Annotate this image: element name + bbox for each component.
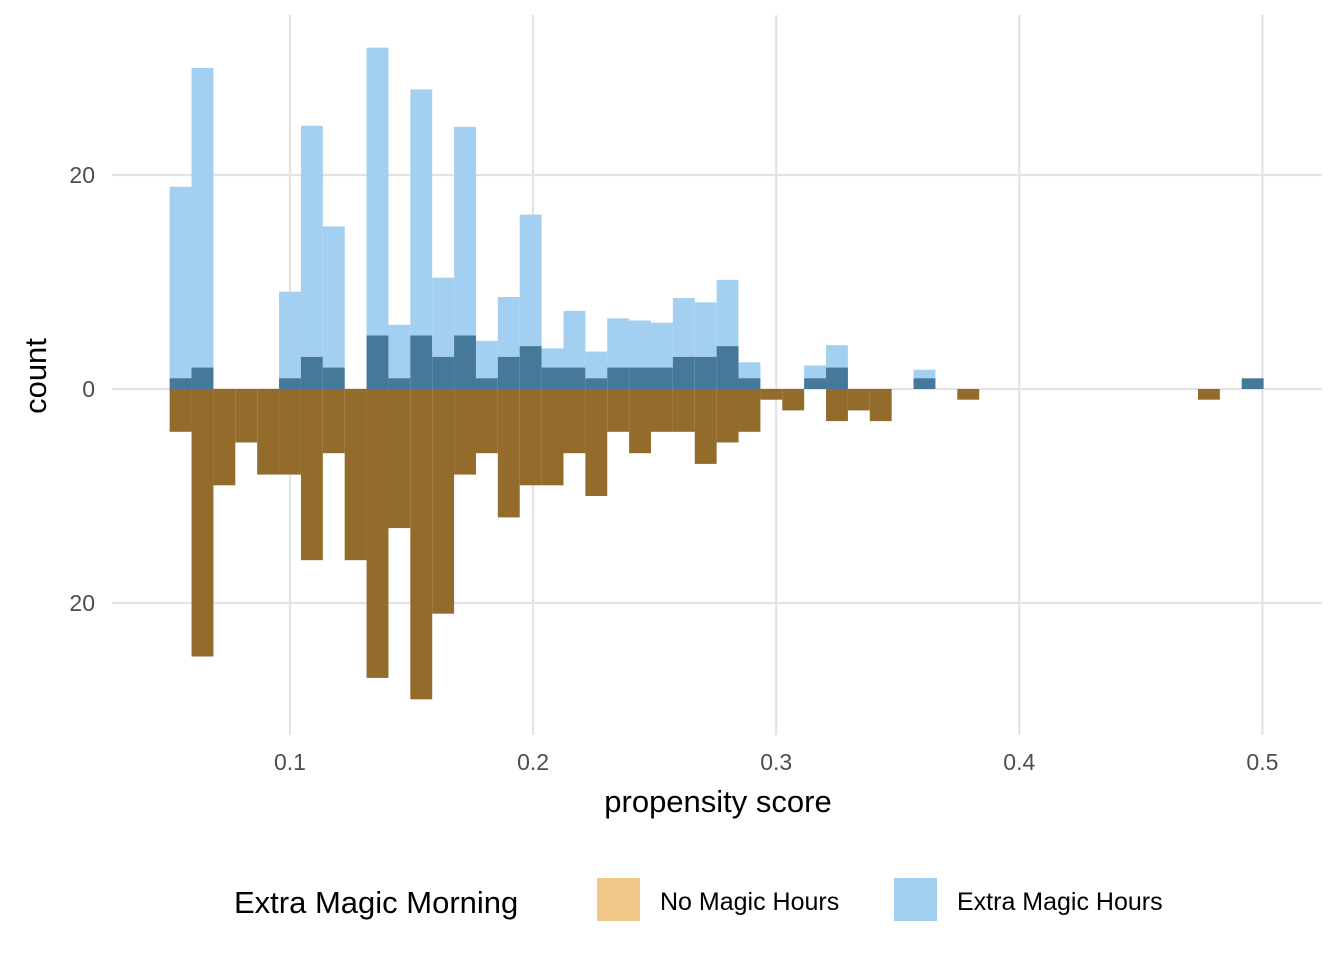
bar-extra-magic-hours <box>410 335 433 389</box>
bar-no-magic-hours <box>563 389 586 454</box>
bar-no-magic-hours <box>585 389 608 496</box>
bar-no-magic-hours <box>760 389 783 400</box>
bar-extra-magic-hours <box>519 346 542 389</box>
bar-extra-magic-hours <box>169 378 192 389</box>
bar-no-magic-hours <box>279 389 301 475</box>
y-tick-label: 0 <box>82 376 95 402</box>
bar-extra-magic-hours <box>279 378 301 389</box>
bar-no-magic-hours <box>410 389 433 700</box>
bar-no-magic-hours <box>716 389 739 443</box>
y-tick-label: 20 <box>69 162 95 188</box>
bar-extra-magic-hours <box>322 367 345 389</box>
bar-no-magic-hours <box>344 389 367 561</box>
bar-extra-magic-hours <box>563 367 586 389</box>
bar-weighted-extra-magic-hours <box>388 324 411 389</box>
legend-title: Extra Magic Morning <box>234 885 518 920</box>
bar-no-magic-hours <box>1197 389 1220 400</box>
legend: Extra Magic Morning No Magic Hours Extra… <box>234 878 1163 921</box>
x-tick-label: 0.4 <box>1003 749 1035 775</box>
bar-no-magic-hours <box>322 389 345 454</box>
bar-weighted-extra-magic-hours <box>454 126 476 389</box>
bar-weighted-extra-magic-hours <box>169 186 192 389</box>
bar-no-magic-hours <box>169 389 192 432</box>
y-axis-title: count <box>18 338 53 414</box>
bar-extra-magic-hours <box>497 356 520 389</box>
bar-extra-magic-hours <box>1241 378 1264 389</box>
bar-extra-magic-hours <box>432 356 455 389</box>
bar-weighted-extra-magic-hours <box>322 226 345 389</box>
x-tick-label: 0.1 <box>274 749 306 775</box>
bar-extra-magic-hours <box>913 378 936 389</box>
bar-weighted-extra-magic-hours <box>279 291 301 389</box>
x-tick-label: 0.2 <box>517 749 549 775</box>
bar-no-magic-hours <box>388 389 411 529</box>
x-tick-label: 0.3 <box>760 749 792 775</box>
bar-extra-magic-hours <box>672 356 695 389</box>
legend-swatch-no-magic-hours <box>597 878 640 921</box>
bar-extra-magic-hours <box>804 378 827 389</box>
legend-label-extra-magic-hours: Extra Magic Hours <box>957 888 1163 916</box>
bar-extra-magic-hours <box>366 335 389 389</box>
bar-weighted-extra-magic-hours <box>191 68 214 389</box>
bar-no-magic-hours <box>629 389 652 454</box>
bar-weighted-extra-magic-hours <box>475 340 498 389</box>
bar-no-magic-hours <box>957 389 980 400</box>
legend-swatch-extra-magic-hours <box>894 878 937 921</box>
bar-no-magic-hours <box>651 389 673 432</box>
x-axis-title: propensity score <box>604 784 831 819</box>
bar-extra-magic-hours <box>454 335 476 389</box>
bar-extra-magic-hours <box>300 356 323 389</box>
bar-no-magic-hours <box>366 389 389 678</box>
bar-no-magic-hours <box>672 389 695 432</box>
bar-extra-magic-hours <box>651 367 673 389</box>
axis-ticks: 0.1 0.2 0.3 0.4 0.5 20 0 20 <box>69 162 1278 775</box>
bar-no-magic-hours <box>519 389 542 486</box>
bar-no-magic-hours <box>694 389 717 464</box>
x-tick-label: 0.5 <box>1246 749 1278 775</box>
bar-no-magic-hours <box>257 389 280 475</box>
bar-no-magic-hours <box>738 389 761 432</box>
bar-extra-magic-hours <box>716 346 739 389</box>
bar-no-magic-hours <box>541 389 564 486</box>
histogram-bars <box>169 47 1264 700</box>
bar-extra-magic-hours <box>607 367 630 389</box>
bar-no-magic-hours <box>213 389 236 486</box>
y-tick-label: 20 <box>69 590 95 616</box>
bar-no-magic-hours <box>607 389 630 432</box>
bar-weighted-extra-magic-hours <box>519 214 542 389</box>
bar-no-magic-hours <box>475 389 498 454</box>
bar-extra-magic-hours <box>694 356 717 389</box>
bar-no-magic-hours <box>869 389 892 422</box>
bar-extra-magic-hours <box>388 378 411 389</box>
bar-no-magic-hours <box>782 389 805 411</box>
bar-no-magic-hours <box>497 389 520 518</box>
bar-no-magic-hours <box>826 389 848 422</box>
bar-extra-magic-hours <box>541 367 564 389</box>
bar-no-magic-hours <box>454 389 476 475</box>
legend-label-no-magic-hours: No Magic Hours <box>660 888 839 916</box>
bar-weighted-extra-magic-hours <box>366 47 389 390</box>
bar-extra-magic-hours <box>475 378 498 389</box>
bar-no-magic-hours <box>847 389 870 411</box>
bar-weighted-extra-magic-hours <box>300 125 323 389</box>
bar-extra-magic-hours <box>585 378 608 389</box>
bar-no-magic-hours <box>432 389 455 614</box>
bar-extra-magic-hours <box>629 367 652 389</box>
bar-extra-magic-hours <box>191 367 214 389</box>
bar-extra-magic-hours <box>826 367 848 389</box>
bar-weighted-extra-magic-hours <box>410 89 433 390</box>
bar-no-magic-hours <box>300 389 323 561</box>
bar-no-magic-hours <box>235 389 258 443</box>
bar-extra-magic-hours <box>738 378 761 389</box>
bar-no-magic-hours <box>191 389 214 657</box>
